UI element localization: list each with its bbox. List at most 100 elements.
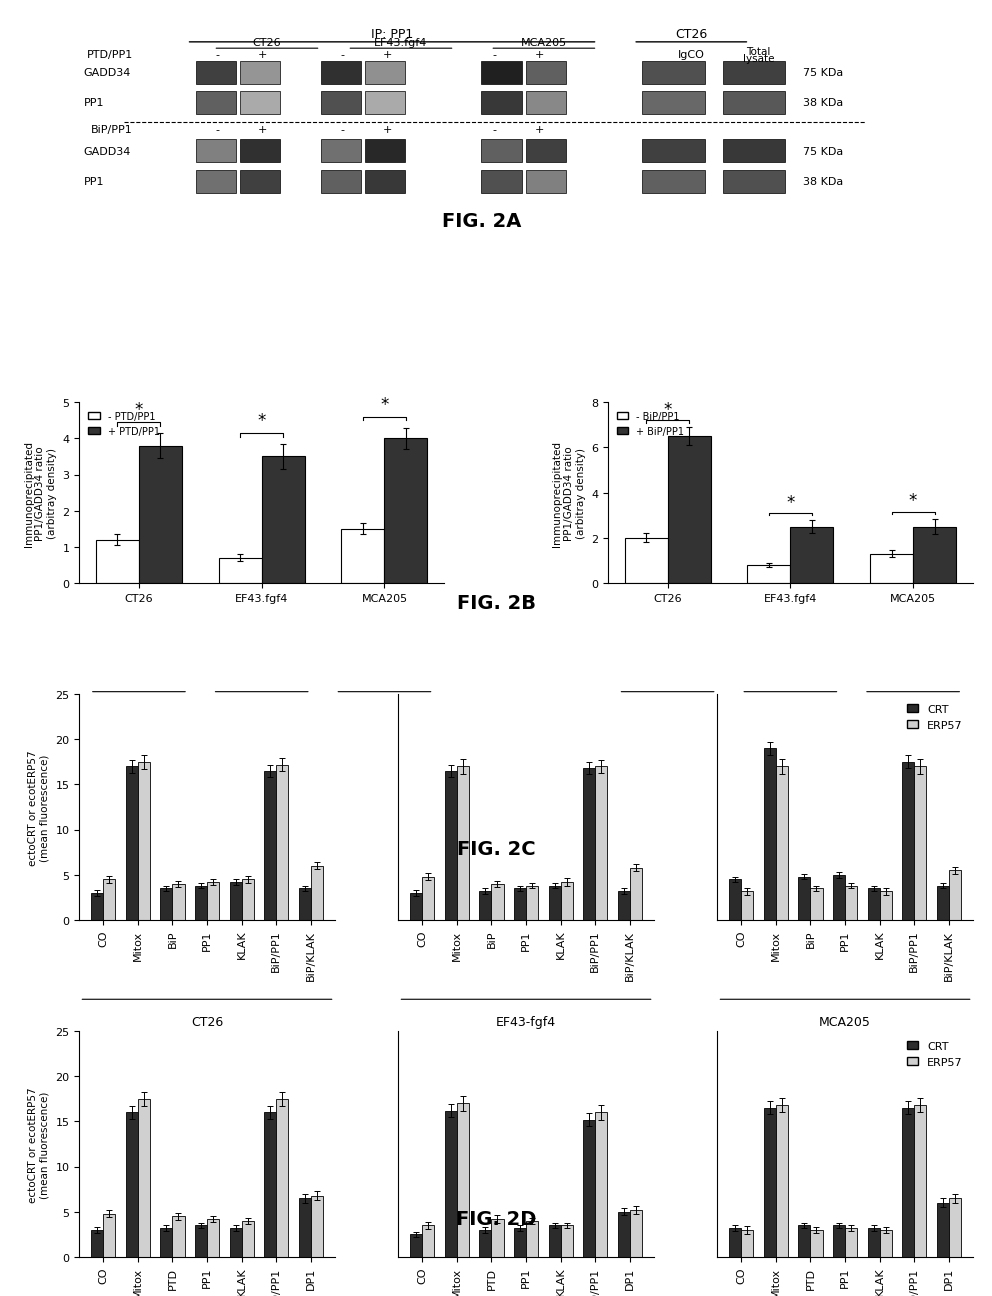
Text: CT26: CT26: [190, 1015, 223, 1028]
Bar: [173, 884, 185, 920]
Text: FIG. 2B: FIG. 2B: [456, 594, 536, 612]
Text: CT26: CT26: [675, 29, 707, 41]
Text: BiP/PP1: BiP/PP1: [91, 124, 133, 135]
FancyBboxPatch shape: [526, 171, 566, 193]
Bar: [264, 771, 276, 920]
Text: EF43.fgf4: EF43.fgf4: [374, 38, 428, 48]
Bar: [491, 1220, 503, 1257]
FancyBboxPatch shape: [365, 171, 406, 193]
Bar: [410, 893, 422, 920]
Text: FIG. 2D: FIG. 2D: [456, 1209, 536, 1227]
Bar: [832, 875, 844, 920]
Bar: [798, 877, 810, 920]
Bar: [902, 762, 914, 920]
Text: +: +: [258, 51, 267, 61]
Bar: [139, 446, 182, 583]
Text: -: -: [215, 124, 220, 135]
Bar: [207, 883, 219, 920]
FancyBboxPatch shape: [240, 140, 281, 163]
FancyBboxPatch shape: [526, 92, 566, 115]
Bar: [583, 769, 595, 920]
Bar: [276, 765, 289, 920]
Bar: [310, 866, 322, 920]
Text: +: +: [535, 51, 544, 61]
Bar: [913, 527, 955, 583]
FancyBboxPatch shape: [195, 140, 236, 163]
Text: *: *: [786, 494, 795, 511]
Bar: [729, 880, 741, 920]
Bar: [218, 559, 262, 583]
Bar: [310, 1196, 322, 1257]
Bar: [241, 1221, 254, 1257]
Legend: - BiP/PP1, + BiP/PP1: - BiP/PP1, + BiP/PP1: [613, 408, 687, 441]
Text: PP1: PP1: [83, 98, 104, 109]
Legend: CRT, ERP57: CRT, ERP57: [902, 700, 966, 735]
Text: +: +: [383, 51, 392, 61]
Bar: [549, 886, 560, 920]
Bar: [138, 1099, 150, 1257]
Bar: [410, 1235, 422, 1257]
Bar: [776, 767, 788, 920]
Text: -: -: [340, 124, 345, 135]
Y-axis label: ectoCRT or ecotERP57
(mean fluorescence): ectoCRT or ecotERP57 (mean fluorescence): [29, 1086, 50, 1201]
FancyBboxPatch shape: [481, 62, 522, 84]
Bar: [810, 1230, 822, 1257]
Bar: [583, 1120, 595, 1257]
FancyBboxPatch shape: [722, 62, 785, 84]
Text: FIG. 2A: FIG. 2A: [441, 211, 521, 231]
Text: +: +: [383, 124, 392, 135]
Bar: [879, 1230, 892, 1257]
Bar: [299, 1199, 310, 1257]
Text: -: -: [215, 51, 220, 61]
Bar: [514, 1229, 526, 1257]
Text: *: *: [257, 412, 266, 430]
Text: -: -: [492, 51, 497, 61]
Bar: [870, 555, 913, 583]
FancyBboxPatch shape: [240, 62, 281, 84]
Bar: [341, 529, 384, 583]
Bar: [422, 877, 434, 920]
Text: 75 KDa: 75 KDa: [803, 146, 843, 157]
Bar: [138, 762, 150, 920]
FancyBboxPatch shape: [240, 92, 281, 115]
FancyBboxPatch shape: [320, 62, 361, 84]
Bar: [491, 884, 503, 920]
Text: *: *: [909, 492, 917, 511]
FancyBboxPatch shape: [642, 62, 704, 84]
Bar: [514, 889, 526, 920]
Bar: [617, 892, 630, 920]
Bar: [595, 1112, 607, 1257]
Bar: [948, 871, 960, 920]
FancyBboxPatch shape: [722, 140, 785, 163]
Text: PP1: PP1: [83, 178, 104, 187]
Bar: [560, 883, 572, 920]
Text: -: -: [492, 124, 497, 135]
Text: IgCO: IgCO: [678, 51, 704, 61]
Bar: [456, 1103, 468, 1257]
Bar: [617, 1212, 630, 1257]
Bar: [914, 1105, 926, 1257]
Bar: [668, 437, 710, 583]
Bar: [160, 1229, 173, 1257]
Bar: [844, 1229, 857, 1257]
Text: EF43-fgf4: EF43-fgf4: [496, 1015, 556, 1028]
FancyBboxPatch shape: [526, 62, 566, 84]
Text: 38 KDa: 38 KDa: [803, 98, 843, 109]
Text: GADD34: GADD34: [83, 69, 131, 78]
Bar: [444, 1111, 456, 1257]
FancyBboxPatch shape: [642, 140, 704, 163]
Bar: [549, 1226, 560, 1257]
Bar: [96, 540, 139, 583]
Text: FIG. 2C: FIG. 2C: [456, 840, 536, 858]
FancyBboxPatch shape: [722, 92, 785, 115]
FancyBboxPatch shape: [320, 171, 361, 193]
Bar: [103, 880, 115, 920]
Bar: [844, 886, 857, 920]
FancyBboxPatch shape: [481, 140, 522, 163]
Bar: [867, 889, 879, 920]
FancyBboxPatch shape: [481, 171, 522, 193]
Text: *: *: [663, 400, 672, 419]
Text: MCA205: MCA205: [521, 38, 566, 48]
Bar: [262, 457, 305, 583]
Bar: [595, 767, 607, 920]
